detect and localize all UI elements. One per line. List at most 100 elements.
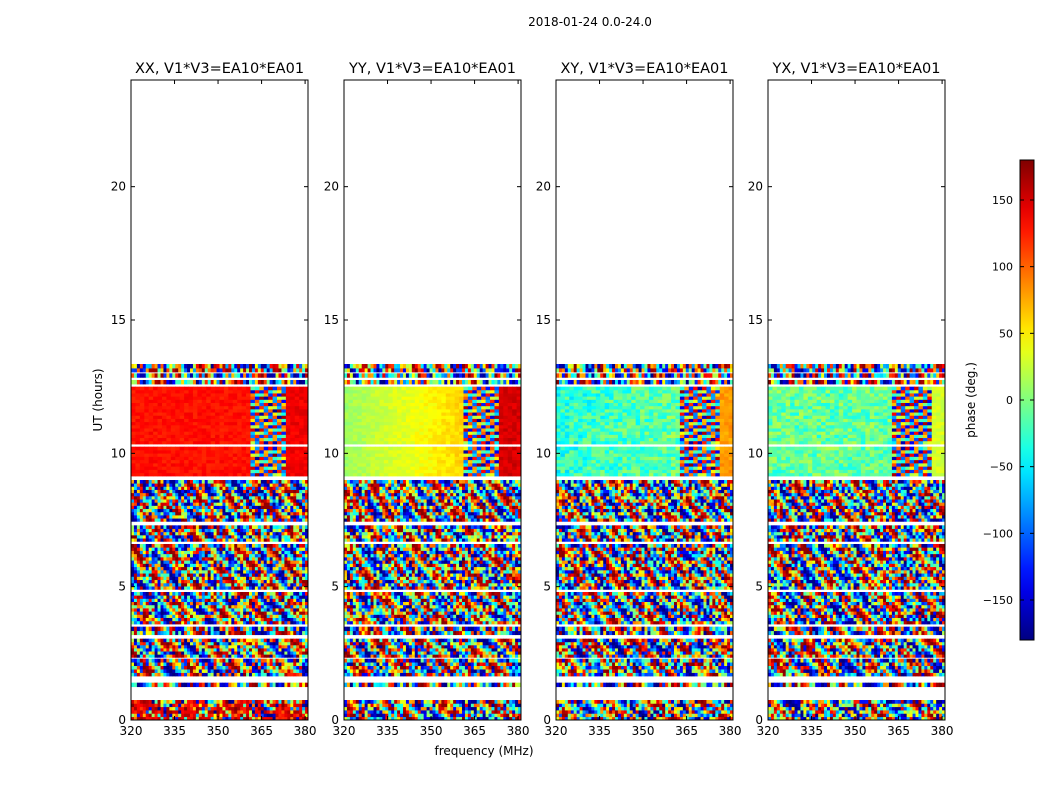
- heatmap-cell: [272, 638, 276, 643]
- heatmap-cell: [157, 399, 163, 403]
- heatmap-cell: [204, 713, 209, 718]
- heatmap-cell: [144, 440, 150, 445]
- heatmap-cell: [204, 528, 209, 533]
- heatmap-cell: [178, 547, 182, 551]
- heatmap-cell: [160, 665, 164, 670]
- heatmap-cell: [201, 547, 206, 551]
- heatmap-cell: [181, 576, 185, 581]
- heatmap-cell: [142, 608, 147, 612]
- heatmap-cell: [305, 556, 308, 561]
- heatmap-cell: [151, 665, 155, 670]
- heatmap-cell: [290, 592, 294, 596]
- heatmap-cell: [184, 502, 188, 506]
- heatmap-cell: [219, 402, 225, 407]
- heatmap-cell: [246, 511, 250, 516]
- heatmap-cell: [216, 505, 220, 510]
- heatmap-cell: [293, 706, 297, 711]
- heatmap-cell: [284, 373, 288, 378]
- heatmap-cell: [237, 495, 241, 500]
- heatmap-cell: [246, 408, 251, 413]
- heatmap-cell: [266, 534, 271, 539]
- heatmap-cell: [148, 569, 153, 574]
- heatmap-cell: [204, 706, 209, 711]
- heatmap-cell: [284, 582, 288, 587]
- heatmap-cell: [175, 505, 179, 510]
- heatmap-cell: [219, 412, 225, 416]
- heatmap-cell: [272, 682, 276, 688]
- heatmap-cell: [190, 508, 194, 513]
- heatmap-cell: [204, 480, 209, 484]
- heatmap-cell: [207, 586, 212, 590]
- heatmap-cell: [192, 654, 197, 658]
- heatmap-cell: [166, 499, 170, 503]
- heatmap-cell: [234, 682, 238, 688]
- heatmap-cell: [234, 576, 238, 581]
- heatmap-cell: [241, 466, 247, 470]
- heatmap-cell: [254, 682, 259, 688]
- heatmap-cell: [219, 399, 225, 403]
- heatmap-cell: [175, 560, 179, 564]
- heatmap-cell: [240, 716, 244, 720]
- heatmap-cell: [278, 608, 282, 612]
- heatmap-cell: [204, 611, 209, 615]
- heatmap-cell: [231, 576, 235, 581]
- heatmap-cell: [157, 614, 161, 618]
- heatmap-cell: [222, 651, 226, 655]
- heatmap-cell: [266, 641, 271, 646]
- heatmap-cell: [281, 566, 285, 571]
- heatmap-cell: [228, 440, 234, 445]
- heatmap-cell: [175, 402, 181, 407]
- heatmap-cell: [210, 563, 214, 568]
- heatmap-cell: [266, 638, 271, 643]
- heatmap-cell: [269, 534, 273, 539]
- heatmap-cell: [269, 611, 273, 615]
- heatmap-cell: [204, 626, 209, 632]
- heatmap-cell: [296, 505, 300, 510]
- heatmap-cell: [154, 713, 158, 718]
- heatmap-cell: [296, 538, 300, 542]
- heatmap-cell: [305, 563, 308, 568]
- heatmap-cell: [290, 373, 294, 378]
- heatmap-cell: [240, 499, 244, 503]
- heatmap-cell: [192, 706, 197, 711]
- heatmap-cell: [145, 499, 150, 503]
- heatmap-cell: [133, 595, 138, 599]
- heatmap-cell: [250, 456, 256, 461]
- heatmap-cell: [131, 453, 136, 457]
- heatmap-cell: [204, 534, 209, 539]
- heatmap-cell: [287, 538, 291, 542]
- heatmap-cell: [197, 466, 203, 470]
- heatmap-cell: [240, 486, 244, 490]
- heatmap-cell: [302, 508, 306, 513]
- heatmap-cell: [263, 586, 268, 590]
- heatmap-cell: [151, 492, 155, 497]
- heatmap-cell: [136, 710, 141, 714]
- heatmap-cell: [246, 547, 250, 551]
- heatmap-cell: [187, 528, 191, 533]
- heatmap-cell: [201, 620, 206, 625]
- heatmap-cell: [275, 608, 279, 612]
- heatmap-cell: [293, 550, 297, 555]
- heatmap-cell: [277, 431, 282, 435]
- heatmap-cell: [166, 608, 170, 612]
- heatmap-cell: [269, 614, 273, 618]
- heatmap-cell: [157, 563, 161, 568]
- heatmap-cell: [219, 582, 223, 587]
- heatmap-cell: [216, 658, 220, 663]
- heatmap-cell: [195, 489, 200, 494]
- heatmap-cell: [172, 525, 176, 529]
- heatmap-cell: [302, 556, 306, 561]
- heatmap-cell: [198, 492, 203, 497]
- heatmap-cell: [269, 710, 273, 714]
- heatmap-cell: [135, 469, 141, 474]
- heatmap-cell: [131, 604, 135, 609]
- heatmap-cell: [237, 453, 243, 457]
- heatmap-cell: [184, 453, 189, 457]
- heatmap-cell: [131, 544, 135, 548]
- heatmap-cell: [237, 611, 241, 615]
- heatmap-cell: [257, 576, 262, 581]
- heatmap-cell: [241, 389, 247, 394]
- heatmap-cell: [225, 630, 229, 636]
- heatmap-cell: [166, 389, 172, 394]
- heatmap-cell: [169, 368, 173, 373]
